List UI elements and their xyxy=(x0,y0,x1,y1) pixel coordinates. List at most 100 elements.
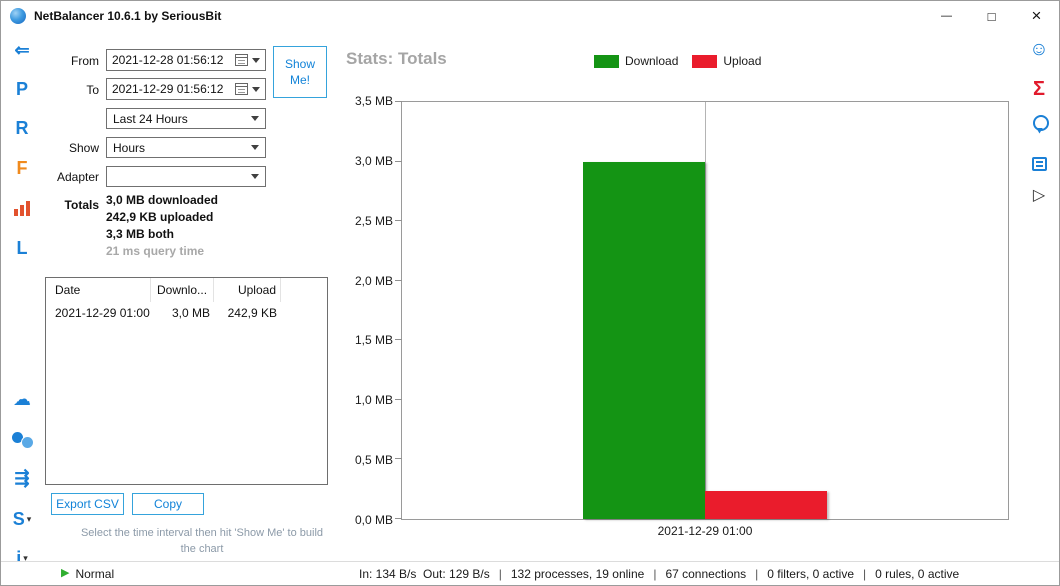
status-segment: In: 134 B/s Out: 129 B/s xyxy=(359,566,490,581)
y-tick-label: 2,0 MB xyxy=(354,273,393,288)
notes-icon xyxy=(1031,157,1047,171)
totals-label: Totals xyxy=(64,198,99,212)
y-tick-label: 0,0 MB xyxy=(354,513,393,527)
sidebar-item-connections[interactable] xyxy=(1,427,43,451)
y-tick-mark xyxy=(395,101,402,102)
totals-button[interactable]: Σ xyxy=(1019,77,1059,101)
plot-area: 2021-12-29 01:00 xyxy=(395,101,1009,538)
chevron-down-icon xyxy=(251,174,259,179)
copy-button[interactable]: Copy xyxy=(132,493,204,515)
info-icon: i xyxy=(16,548,22,568)
show-select[interactable]: Hours xyxy=(106,137,266,158)
adapter-label: Adapter xyxy=(56,170,99,184)
sidebar-item-rules[interactable]: R xyxy=(1,116,43,140)
status-separator: | xyxy=(755,566,759,581)
sidebar-item-traffic[interactable]: ⇶ xyxy=(1,466,43,490)
status-segment: 0 filters, 0 active xyxy=(767,566,854,581)
sidebar-item-settings[interactable]: S ▾ xyxy=(1,507,43,531)
show-label: Show xyxy=(68,141,99,155)
run-button[interactable]: ▷ xyxy=(1019,184,1059,208)
status-separator: | xyxy=(653,566,657,581)
bar-download xyxy=(583,162,705,519)
status-segment: 67 connections xyxy=(665,566,747,581)
minimize-button[interactable]: — xyxy=(924,1,969,31)
chevron-down-icon: ▾ xyxy=(26,513,32,524)
from-date-value: 2021-12-28 01:56:12 xyxy=(112,53,224,67)
maximize-icon: □ xyxy=(987,8,996,24)
category-gridline xyxy=(705,102,706,519)
interval-select[interactable]: Last 24 Hours xyxy=(106,108,266,129)
log-icon: L xyxy=(16,238,28,258)
license-button[interactable] xyxy=(1019,112,1059,136)
settings-icon: S xyxy=(12,509,25,529)
bar-upload xyxy=(705,491,827,519)
from-label: From xyxy=(71,54,99,68)
chevron-down-icon[interactable] xyxy=(252,86,260,92)
minimize-icon: — xyxy=(941,10,952,22)
chevron-down-icon[interactable] xyxy=(252,57,260,63)
totals-uploaded: 242,9 KB uploaded xyxy=(106,210,214,224)
y-tick-label: 0,5 MB xyxy=(354,453,393,468)
play-outline-icon: ▷ xyxy=(1032,187,1046,204)
sidebar-item-log[interactable]: L xyxy=(1,236,43,260)
stats-chart-icon xyxy=(14,200,30,216)
to-date-value: 2021-12-29 01:56:12 xyxy=(112,82,224,96)
y-tick-label: 3,0 MB xyxy=(354,153,393,168)
close-button[interactable]: × xyxy=(1014,1,1059,31)
legend-label: Upload xyxy=(723,54,762,68)
title-bar[interactable]: NetBalancer 10.6.1 by SeriousBit — □ × xyxy=(1,1,1059,31)
arrows-icon: ⇶ xyxy=(14,468,30,488)
x-tick-label: 2021-12-29 01:00 xyxy=(657,524,753,538)
table-row[interactable]: 2021-12-29 01:00 3,0 MB 242,9 KB xyxy=(46,302,327,324)
close-icon: × xyxy=(1031,6,1042,25)
legend-item-upload: Upload xyxy=(692,54,761,68)
column-header-date[interactable]: Date xyxy=(46,278,151,302)
collapse-panel-button[interactable]: ⇐ xyxy=(1,38,43,62)
y-tick-mark xyxy=(395,220,402,222)
export-csv-button[interactable]: Export CSV xyxy=(51,493,124,515)
sidebar-item-filters[interactable]: F xyxy=(1,156,43,180)
window-title: NetBalancer 10.6.1 by SeriousBit xyxy=(34,9,222,23)
chevron-down-icon: ▾ xyxy=(23,552,28,563)
report-button[interactable] xyxy=(1019,152,1059,176)
column-header-download[interactable]: Downlo... xyxy=(151,278,214,302)
status-segment: 132 processes, 19 online xyxy=(510,566,645,581)
sidebar-item-stats[interactable] xyxy=(1,196,43,220)
back-arrow-icon: ⇐ xyxy=(14,40,30,60)
legend-label: Download xyxy=(625,54,679,68)
y-axis-labels: 3,5 MB 3,0 MB 2,5 MB 2,0 MB 1,5 MB 1,0 MB 0,5 … xyxy=(331,94,393,527)
chevron-down-icon xyxy=(251,116,259,121)
from-date-input[interactable]: 2021-12-28 01:56:12 xyxy=(106,49,266,71)
sidebar-item-info[interactable]: i ▾ xyxy=(1,546,43,570)
filters-icon: F xyxy=(16,158,28,178)
table-cell: 3,0 MB xyxy=(171,306,210,320)
y-tick-mark xyxy=(395,160,402,162)
sidebar-item-cloud[interactable]: ☁ xyxy=(1,387,43,411)
maximize-button[interactable]: □ xyxy=(969,1,1014,31)
totals-both: 3,3 MB both xyxy=(106,227,174,241)
to-date-input[interactable]: 2021-12-29 01:56:12 xyxy=(106,78,266,100)
show-value: Hours xyxy=(113,140,146,155)
calendar-icon[interactable] xyxy=(235,54,248,66)
legend-item-download: Download xyxy=(594,54,678,68)
show-me-button[interactable]: Show Me! xyxy=(273,46,327,98)
rules-icon: R xyxy=(15,118,29,138)
network-mode-selector[interactable]: ▶ Normal xyxy=(61,562,114,585)
status-separator: | xyxy=(863,566,867,581)
table-cell: 2021-12-29 01:00 xyxy=(55,306,150,320)
y-tick-label: 2,5 MB xyxy=(354,213,393,228)
status-stats: In: 134 B/s Out: 129 B/s | 132 processes, … xyxy=(359,562,959,585)
chart-title: Stats: Totals xyxy=(346,49,447,68)
sidebar-item-processes[interactable]: P xyxy=(1,77,43,101)
totals-block: 3,0 MB downloaded 242,9 KB uploaded 3,3 … xyxy=(106,192,218,260)
y-tick-mark xyxy=(395,398,402,400)
app-logo-icon xyxy=(10,8,26,24)
column-header-upload[interactable]: Upload xyxy=(214,278,281,302)
adapter-select[interactable] xyxy=(106,166,266,187)
sigma-icon: Σ xyxy=(1032,78,1045,100)
feedback-button[interactable]: ☺ xyxy=(1019,37,1059,61)
status-bar: ▶ Normal In: 134 B/s Out: 129 B/s | 132 pr… xyxy=(1,561,1059,585)
calendar-icon[interactable] xyxy=(235,83,248,95)
y-tick-mark xyxy=(395,458,402,460)
